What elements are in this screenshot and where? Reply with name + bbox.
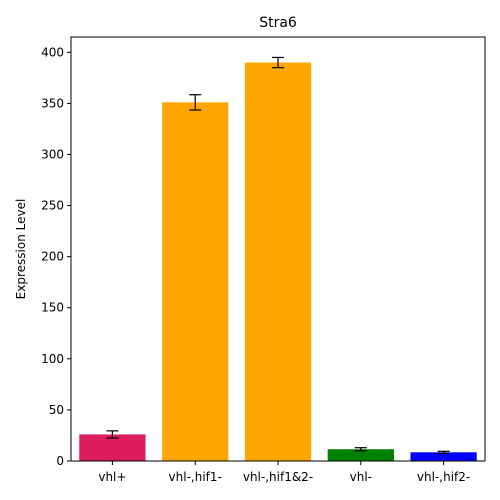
- bar: [327, 449, 394, 461]
- bars-group: [79, 62, 477, 462]
- x-tick-label: vhl-,hif2-: [417, 470, 470, 484]
- y-tick-label: 50: [49, 403, 64, 417]
- y-axis-title: Expression Level: [14, 199, 28, 300]
- y-axis: 0 50 100 150 200 250 300 350 400: [41, 45, 71, 468]
- y-tick-label: 350: [41, 96, 64, 110]
- error-bars-group: [106, 56, 450, 454]
- x-tick-label: vhl+: [98, 470, 126, 484]
- x-tick-label: vhl-,hif1-: [169, 470, 222, 484]
- y-tick-label: 150: [41, 301, 64, 315]
- chart-title: Stra6: [259, 15, 297, 31]
- bar: [410, 452, 477, 461]
- bar: [244, 62, 312, 461]
- y-tick-label: 0: [56, 454, 64, 468]
- y-tick-label: 100: [41, 352, 64, 366]
- y-tick-label: 300: [41, 147, 64, 161]
- bar: [162, 102, 229, 462]
- x-axis: vhl+ vhl-,hif1- vhl-,hif1&2- vhl-vhl-,hif2-: [98, 461, 470, 484]
- bar: [79, 434, 146, 461]
- plot-frame: [70, 36, 486, 462]
- y-tick-label: 200: [41, 250, 64, 264]
- x-tick-label: vhl-: [350, 470, 372, 484]
- y-tick-label: 400: [41, 45, 64, 59]
- x-tick-label: vhl-,hif1&2-: [243, 470, 313, 484]
- y-tick-label: 250: [41, 199, 64, 213]
